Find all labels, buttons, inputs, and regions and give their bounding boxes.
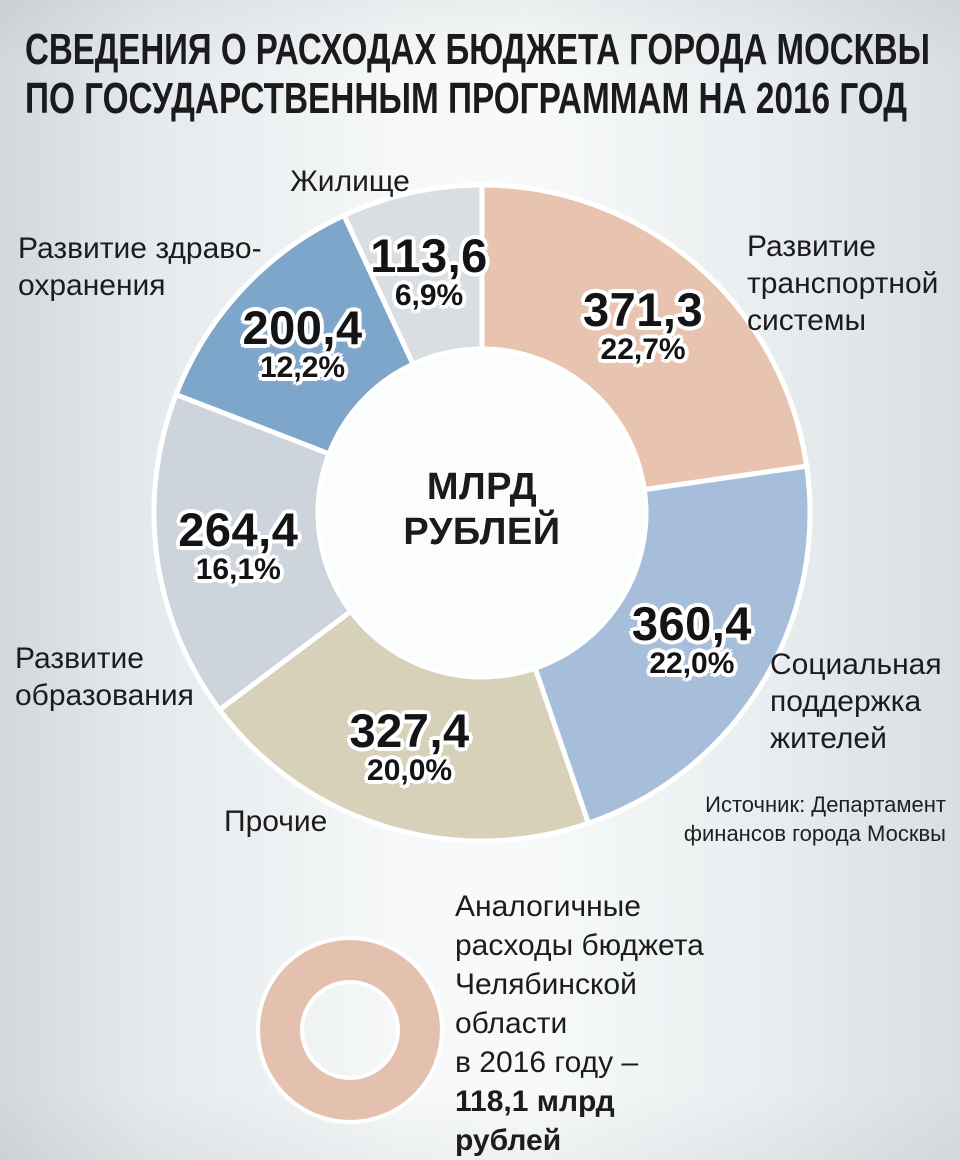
segment-value-label-health: 200,4 12,2% [178, 300, 428, 385]
callout-other: Прочие [224, 805, 328, 838]
segment-percent: 16,1% [195, 552, 281, 586]
donut-segment-5 [340, 182, 485, 368]
source-note: Источник: Департамент финансов города Мо… [683, 792, 946, 846]
donut-segment-1 [531, 463, 813, 827]
segment-value: 327,4 [349, 704, 470, 758]
callout-housing: Жилище [290, 165, 410, 198]
segment-value-label-social: 360,4 22,0% [567, 597, 817, 681]
segment-percent: 6,9% [394, 278, 464, 312]
segment-value-label-education: 264,4 16,1% [113, 502, 363, 587]
comparison-note-text: Аналогичные расходы бюджета Челябинской … [455, 890, 704, 1079]
comparison-ring-icon [256, 936, 444, 1124]
segment-percent: 22,0% [649, 647, 735, 681]
callout-education: Развитие образования [15, 642, 194, 712]
donut-chart [151, 182, 813, 844]
segment-percent: 12,2% [259, 350, 346, 384]
comparison-note-value: 118,1 млрд рублей [455, 1085, 615, 1157]
donut-hole [320, 351, 644, 675]
segment-percent: 22,7% [600, 333, 686, 367]
donut-segment-0 [479, 182, 810, 493]
segment-value-label-transport: 371,3 22,7% [518, 283, 768, 367]
donut-segment-2 [216, 607, 592, 844]
segment-value: 113,6 [370, 228, 488, 282]
segment-value-label-other: 327,4 20,0% [285, 704, 535, 788]
page-title: СВЕДЕНИЯ О РАСХОДАХ БЮДЖЕТА ГОРОДА МОСКВ… [25, 25, 930, 123]
callout-social: Социальная поддержка жителей [770, 648, 942, 755]
segment-value-label-housing: 113,6 6,9% [304, 228, 554, 313]
donut-segment-4 [172, 212, 417, 458]
comparison-ring [260, 940, 440, 1120]
segment-value: 264,4 [178, 502, 299, 556]
comparison-note: Аналогичные расходы бюджета Челябинской … [455, 887, 815, 1160]
segment-percent: 20,0% [367, 754, 453, 788]
segment-value: 200,4 [242, 300, 363, 354]
page-title-line-1: СВЕДЕНИЯ О РАСХОДАХ БЮДЖЕТА ГОРОДА МОСКВ… [25, 25, 930, 74]
callout-transport: Развитие транспортной системы [747, 230, 939, 337]
callout-health: Развитие здраво- охранения [18, 232, 262, 302]
segment-value: 360,4 [631, 597, 752, 651]
donut-segment-3 [151, 391, 355, 714]
donut-center-label: МЛРД РУБЛЕЙ [403, 466, 561, 554]
segment-value: 371,3 [583, 283, 704, 337]
page-title-line-2: ПО ГОСУДАРСТВЕННЫМ ПРОГРАММАМ НА 2016 ГО… [25, 74, 907, 123]
